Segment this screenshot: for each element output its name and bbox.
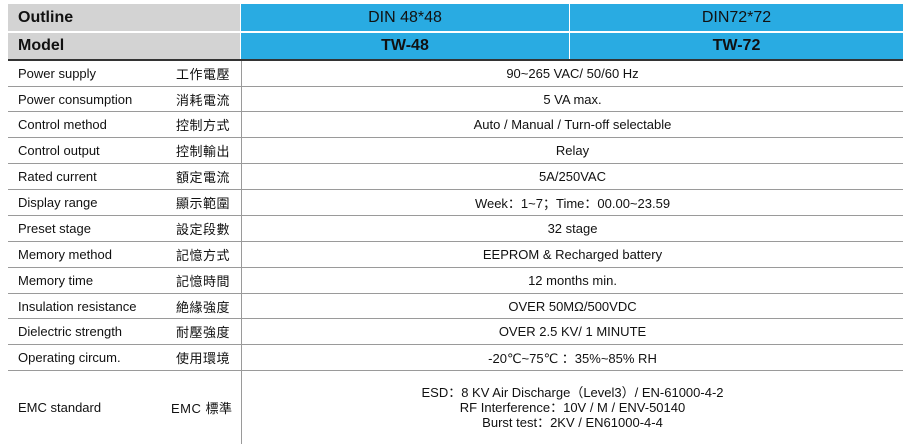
spec-label-en: EMC standard: [18, 400, 102, 415]
column-divider: [241, 294, 242, 318]
spec-label-zh: 控制方式: [176, 118, 231, 133]
spec-value: -20℃~75℃ ：35%~85% RH: [488, 351, 657, 366]
spec-label-zh: EMC 標準: [171, 401, 233, 416]
outline-din48-cell: DIN 48*48: [241, 4, 569, 32]
column-divider: [241, 87, 242, 111]
spec-label-zh: 絶緣強度: [176, 299, 231, 315]
column-divider: [241, 319, 242, 344]
emc-esd-line: ESD：8 KV Air Discharge（Level3）/ EN-61000…: [421, 385, 724, 400]
spec-value: OVER 2.5 KV/ 1 MINUTE: [498, 324, 647, 339]
column-divider: [241, 138, 242, 163]
model-tw72-cell: TW-72: [570, 33, 903, 59]
spec-row-dielectric-strength: Dielectric strength 耐壓強度 OVER 2.5 KV/ 1 …: [8, 319, 903, 345]
column-divider: [241, 371, 242, 444]
spec-label-zh: 顯示範圍: [176, 196, 231, 211]
spec-row-emc-standard: EMC standard EMC 標準 ESD：8 KV Air Dischar…: [8, 371, 903, 444]
spec-value: EEPROM & Recharged battery: [482, 247, 663, 262]
column-divider: [241, 164, 242, 189]
spec-value: 5A/250VAC: [539, 169, 606, 184]
spec-label-en: Power supply: [18, 66, 97, 81]
model-tw48-cell: TW-48: [241, 33, 569, 59]
header-divider: [8, 59, 903, 61]
spec-label-en: Control output: [18, 143, 100, 158]
spec-value: 32 stage: [547, 221, 598, 236]
spec-label-zh: 記憶時間: [176, 274, 231, 289]
spec-value: 90~265 VAC/ 50/60 Hz: [506, 66, 639, 81]
spec-value: OVER 50MΩ/500VDC: [508, 298, 637, 314]
spec-row-display-range: Display range 顯示範圍 Week：1~7；Time：00.00~2…: [8, 190, 903, 216]
column-divider: [241, 190, 242, 215]
outline-din72-cell: DIN72*72: [570, 4, 903, 32]
column-divider: [241, 216, 242, 241]
emc-value-block: ESD：8 KV Air Discharge（Level3）/ EN-61000…: [242, 385, 903, 430]
spec-label-en: Preset stage: [18, 221, 91, 236]
column-divider: [241, 61, 242, 86]
spec-label-zh: 額定電流: [176, 170, 231, 185]
spec-value: Auto / Manual / Turn-off selectable: [473, 117, 672, 132]
spec-row-memory-method: Memory method 記憶方式 EEPROM & Recharged ba…: [8, 242, 903, 268]
spec-label-zh: 記憶方式: [176, 248, 231, 263]
spec-label-en: Display range: [18, 195, 98, 210]
spec-label-en: Operating circum.: [18, 350, 121, 365]
spec-label-en: Rated current: [18, 169, 97, 184]
spec-value: Relay: [555, 143, 590, 158]
spec-label-en: Dielectric strength: [18, 324, 123, 339]
spec-label-zh: 控制輸出: [176, 144, 231, 159]
spec-label-zh: 設定段數: [176, 222, 231, 237]
spec-label-en: Control method: [18, 117, 107, 132]
spec-value: Week：1~7；Time：00.00~23.59: [474, 196, 671, 211]
emc-burst-line: Burst test：2KV / EN61000-4-4: [482, 415, 663, 430]
outline-header-label: Outline: [8, 4, 240, 32]
spec-row-control-output: Control output 控制輸出 Relay: [8, 138, 903, 164]
spec-row-insulation-resistance: Insulation resistance 絶緣強度 OVER 50MΩ/500…: [8, 294, 903, 319]
column-divider: [241, 345, 242, 370]
spec-label-zh: 消耗電流: [176, 92, 231, 108]
spec-row-preset-stage: Preset stage 設定段數 32 stage: [8, 216, 903, 242]
column-divider: [241, 268, 242, 293]
spec-label-en: Memory method: [18, 247, 112, 262]
spec-value: 5 VA max.: [543, 91, 602, 107]
spec-label-zh: 使用環境: [176, 351, 231, 366]
emc-rf-line: RF Interference：10V / M / ENV-50140: [459, 400, 686, 415]
spec-row-rated-current: Rated current 額定電流 5A/250VAC: [8, 164, 903, 190]
column-divider: [241, 112, 242, 137]
spec-label-en: Power consumption: [18, 91, 133, 107]
spec-row-power-supply: Power supply 工作電壓 90~265 VAC/ 50/60 Hz: [8, 61, 903, 87]
spec-label-en: Insulation resistance: [18, 298, 137, 314]
column-divider: [241, 242, 242, 267]
spec-label-zh: 耐壓強度: [176, 325, 231, 340]
spec-label-zh: 工作電壓: [176, 67, 231, 82]
spec-value: 12 months min.: [528, 273, 617, 288]
spec-row-operating-circum: Operating circum. 使用環境 -20℃~75℃ ：35%~85%…: [8, 345, 903, 371]
spec-row-memory-time: Memory time 記憶時間 12 months min.: [8, 268, 903, 294]
spec-row-control-method: Control method 控制方式 Auto / Manual / Turn…: [8, 112, 903, 138]
spec-label-en: Memory time: [18, 273, 94, 288]
spec-row-power-consumption: Power consumption 消耗電流 5 VA max.: [8, 87, 903, 112]
model-header-label: Model: [8, 33, 240, 59]
